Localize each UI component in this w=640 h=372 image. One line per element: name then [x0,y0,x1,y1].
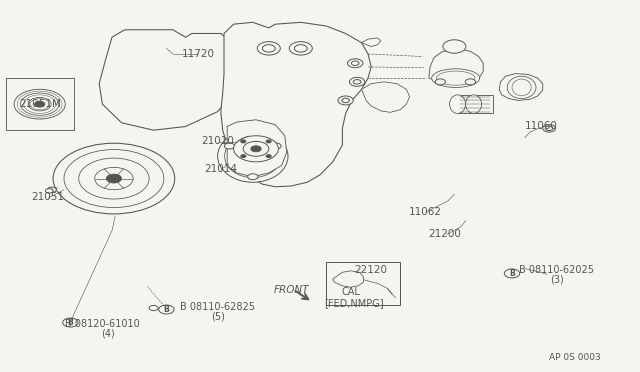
Circle shape [251,146,261,152]
Ellipse shape [218,130,288,182]
Ellipse shape [449,95,466,113]
Text: (4): (4) [100,329,115,339]
Bar [458,95,493,113]
Circle shape [543,125,556,132]
Circle shape [271,143,281,149]
Circle shape [47,187,56,192]
Circle shape [63,318,78,327]
Circle shape [241,155,246,158]
Text: 11060: 11060 [524,122,557,131]
Circle shape [234,136,278,162]
Circle shape [257,42,280,55]
Circle shape [289,42,312,55]
Circle shape [241,140,246,143]
Polygon shape [221,22,371,187]
Circle shape [248,174,258,180]
Polygon shape [362,82,410,112]
Circle shape [338,96,353,105]
Circle shape [435,79,445,85]
Bar [6,78,74,130]
Polygon shape [429,49,483,86]
Circle shape [53,143,175,214]
Text: 21014: 21014 [204,164,237,174]
Circle shape [106,174,122,183]
Ellipse shape [431,69,480,87]
Circle shape [266,140,271,143]
Circle shape [159,305,174,314]
Circle shape [45,189,53,193]
Circle shape [348,59,363,68]
Polygon shape [362,38,381,46]
Text: AP 0S 0003: AP 0S 0003 [549,353,600,362]
Circle shape [504,269,520,278]
Text: 21051: 21051 [31,192,65,202]
Text: 21200: 21200 [428,230,461,239]
Text: 22120: 22120 [355,265,388,275]
Circle shape [443,40,466,53]
Ellipse shape [507,76,536,99]
Text: B: B [164,305,169,314]
Polygon shape [333,271,364,287]
Text: FRONT: FRONT [273,285,309,295]
Text: [FED,NMPG]: [FED,NMPG] [324,298,384,308]
Text: (5): (5) [211,312,225,322]
Circle shape [349,77,365,86]
Circle shape [149,305,158,311]
Polygon shape [499,74,543,100]
Circle shape [465,79,476,85]
Text: 21051M: 21051M [19,99,61,109]
Text: B: B [68,318,73,327]
Text: 21010: 21010 [201,137,234,146]
Text: B 08120-61010: B 08120-61010 [65,319,140,328]
Text: B 08110-62825: B 08110-62825 [180,302,255,312]
Circle shape [225,143,235,149]
Text: 11720: 11720 [182,49,215,59]
Circle shape [266,155,271,158]
Circle shape [35,101,45,107]
Bar [326,262,400,305]
Ellipse shape [466,95,482,113]
Text: (3): (3) [550,275,564,285]
Text: B: B [509,269,515,278]
Polygon shape [227,120,287,177]
Text: CAL: CAL [341,287,360,297]
Circle shape [14,89,65,119]
Text: 11062: 11062 [409,207,442,217]
Text: B 08110-62025: B 08110-62025 [519,265,595,275]
